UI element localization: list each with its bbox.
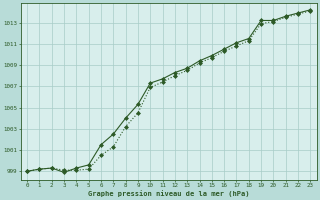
X-axis label: Graphe pression niveau de la mer (hPa): Graphe pression niveau de la mer (hPa) <box>88 190 250 197</box>
